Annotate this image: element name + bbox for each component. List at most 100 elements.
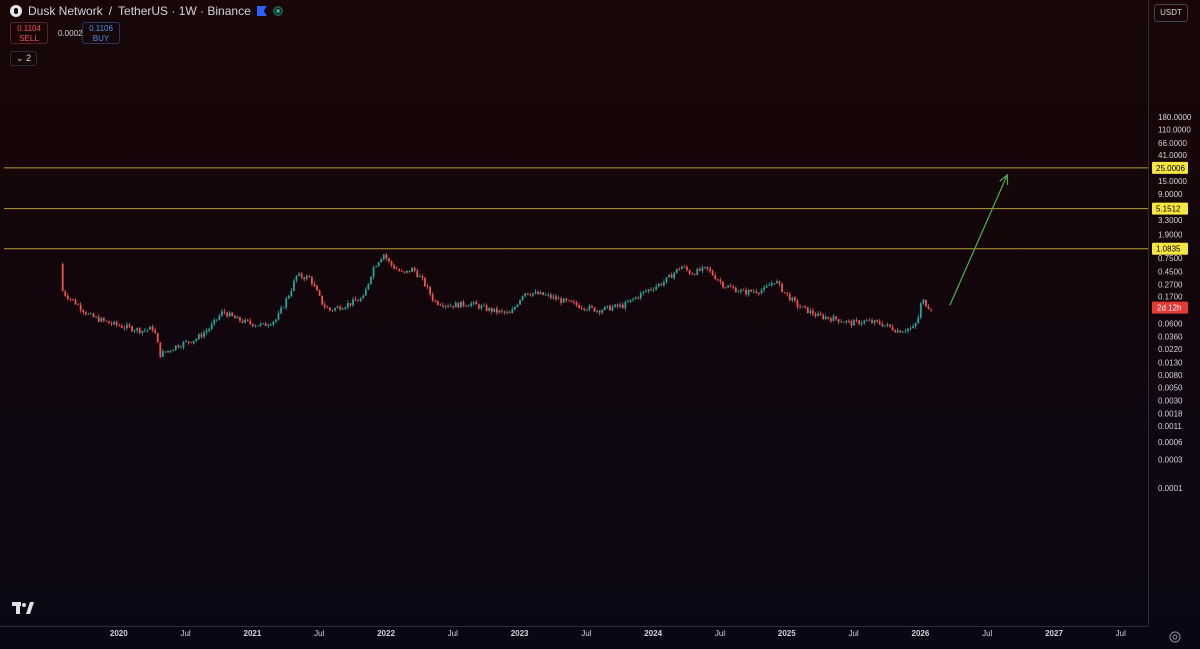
candle-body — [788, 294, 791, 301]
market-status-icon — [272, 6, 283, 16]
candle-body — [791, 297, 794, 301]
candle-body — [267, 325, 270, 327]
candle-body — [136, 328, 139, 331]
currency-selector[interactable]: USDT — [1154, 4, 1188, 22]
symbol-header[interactable]: Dusk Network / TetherUS · 1W · Binance — [10, 4, 283, 18]
candle-body — [303, 277, 306, 280]
candle-body — [786, 292, 789, 295]
candle-body — [377, 262, 380, 267]
candle-body — [167, 350, 169, 353]
candle-body — [275, 319, 277, 322]
candle-body — [241, 320, 244, 323]
flag-icon[interactable] — [256, 6, 267, 16]
candle-body — [853, 320, 855, 326]
projection-arrow[interactable] — [949, 174, 1008, 306]
candle-body — [144, 330, 146, 332]
candle-body — [87, 313, 90, 315]
gear-icon[interactable] — [1168, 630, 1182, 644]
candle-body — [765, 285, 768, 288]
candle-body — [837, 319, 840, 322]
candle-body — [606, 305, 609, 307]
price-tick-label: 0.0006 — [1158, 438, 1183, 447]
level-tag[interactable] — [1152, 202, 1188, 215]
time-tick-label: Jul — [715, 629, 725, 638]
candle-body — [688, 270, 691, 274]
candle-body — [434, 300, 437, 302]
level-tag-label: 1.0835 — [1156, 245, 1181, 254]
candle-body — [321, 295, 324, 305]
sell-button[interactable]: 0.1104 SELL — [10, 22, 48, 44]
candle-body — [105, 320, 108, 322]
indicators-toggle[interactable]: ⌄ 2 — [10, 51, 38, 66]
price-tick-label: 0.0030 — [1158, 396, 1183, 405]
candle-body — [693, 274, 696, 275]
candle-body — [185, 341, 187, 342]
time-tick-label: 2021 — [244, 629, 262, 638]
time-tick-label: 2025 — [778, 629, 796, 638]
time-tick-label: Jul — [1116, 629, 1126, 638]
price-tick-label: 180.0000 — [1158, 113, 1192, 122]
candle-body — [650, 289, 652, 291]
candle-body — [729, 285, 732, 287]
candle-body — [395, 268, 398, 270]
candle-body — [583, 308, 586, 310]
candle-body — [742, 289, 745, 291]
candle-body — [863, 320, 866, 323]
candle-body — [598, 310, 601, 313]
candle-body — [375, 266, 378, 268]
tradingview-logo-icon[interactable] — [12, 602, 34, 616]
candle-body — [876, 320, 879, 322]
time-tick-label: Jul — [314, 629, 324, 638]
price-tick-label: 15.0000 — [1158, 177, 1187, 186]
candle-body — [470, 303, 473, 306]
candle-body — [886, 324, 889, 326]
candle-body — [413, 267, 416, 271]
candle-body — [616, 304, 619, 307]
candle-body — [498, 310, 501, 313]
candle-body — [334, 308, 336, 311]
candle-body — [593, 307, 596, 312]
candle-body — [537, 291, 539, 295]
candle-body — [272, 321, 275, 325]
candle-body — [352, 299, 354, 306]
level-tag[interactable] — [1152, 242, 1188, 255]
candle-body — [832, 316, 835, 322]
level-tag[interactable] — [1152, 161, 1188, 174]
candle-body — [277, 313, 280, 320]
pair-info[interactable]: TetherUS · 1W · Binance — [118, 4, 251, 18]
candle-body — [190, 342, 193, 344]
candle-body — [92, 313, 95, 318]
candle-body — [257, 325, 259, 327]
candle-body — [254, 325, 257, 327]
candle-body — [665, 277, 668, 283]
candle-body — [218, 315, 221, 320]
candle-body — [817, 313, 819, 317]
candle-body — [346, 303, 349, 308]
candle-body — [680, 266, 683, 270]
buy-button[interactable]: 0.1106 BUY — [82, 22, 120, 44]
chevron-down-icon: ⌄ — [16, 53, 24, 63]
candle-body — [318, 290, 321, 296]
candle-body — [668, 274, 670, 278]
candle-body — [794, 297, 796, 301]
candle-body — [596, 310, 598, 312]
symbol-name[interactable]: Dusk Network — [28, 4, 103, 18]
candle-body — [293, 280, 295, 291]
candle-body — [557, 298, 560, 300]
candle-body — [172, 349, 175, 351]
candle-body — [621, 304, 624, 308]
candle-body — [69, 298, 72, 300]
candle-body — [511, 309, 514, 314]
candle-body — [624, 302, 627, 308]
candle-body — [359, 298, 362, 302]
candle-body — [179, 347, 182, 348]
candle-body — [133, 330, 136, 332]
candle-body — [192, 340, 195, 344]
candle-body — [233, 315, 236, 319]
candle-body — [339, 306, 342, 310]
candle-body — [673, 272, 676, 278]
time-tick-label: Jul — [581, 629, 591, 638]
candle-body — [506, 312, 509, 314]
